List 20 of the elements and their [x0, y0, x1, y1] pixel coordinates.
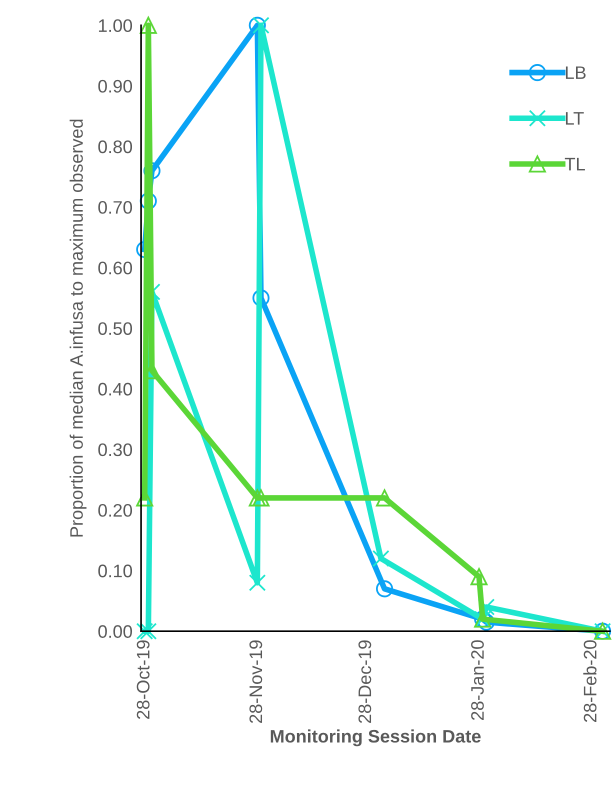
y-tick-label: 0.00: [98, 625, 132, 638]
x-tick-label: 28-Dec-19: [358, 640, 372, 723]
y-tick-label: 0.30: [98, 443, 132, 456]
x-tick-label: 28-Feb-20: [583, 640, 597, 722]
y-tick-label: 0.10: [98, 564, 132, 578]
y-tick-label: 0.80: [98, 140, 132, 154]
y-axis-title: Proportion of median A.infusa to maximum observed: [70, 120, 86, 537]
x-tick-label: 28-Jan-20: [471, 640, 484, 720]
x-axis-title: Monitoring Session Date: [270, 729, 481, 746]
legend-label: LB: [566, 66, 586, 79]
y-tick-label: 0.40: [98, 382, 132, 396]
y-tick-label: 0.70: [98, 201, 132, 214]
y-tick-label: 1.00: [98, 19, 132, 32]
x-tick-label: 28-Nov-19: [249, 640, 262, 723]
legend-label: LT: [566, 112, 584, 125]
y-tick-label: 0.90: [98, 80, 132, 93]
x-tick-label: 28-Oct-19: [136, 640, 150, 719]
y-tick-label: 0.50: [98, 322, 132, 335]
y-tick-label: 0.20: [98, 504, 132, 517]
y-tick-label: 0.60: [98, 262, 132, 274]
